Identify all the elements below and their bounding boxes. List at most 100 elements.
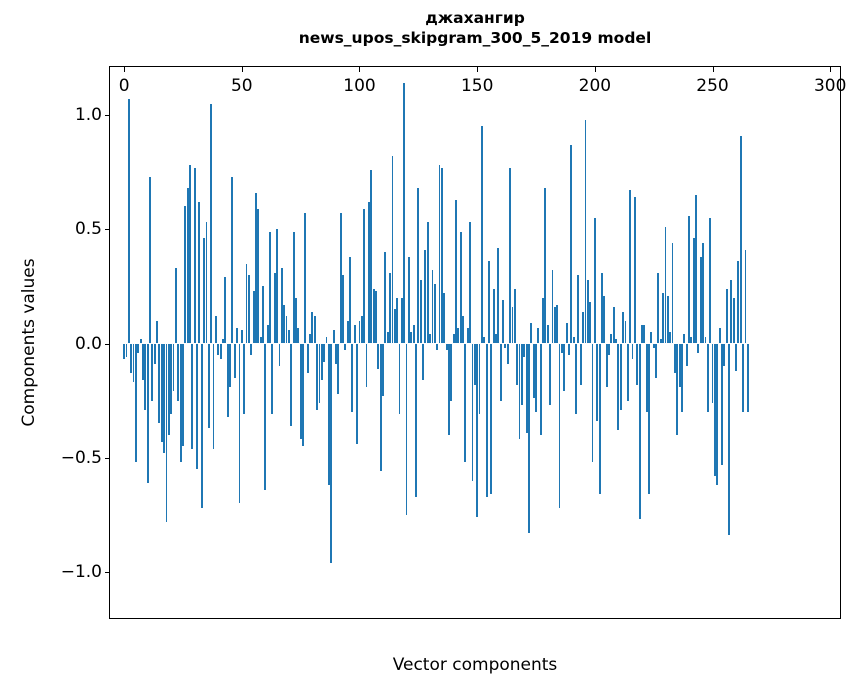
x-axis-label: Vector components [392,655,558,675]
bar [137,343,140,353]
x-tick-mark [359,67,361,72]
bar [156,320,158,344]
bar [615,338,617,344]
bar [523,343,526,358]
bar [226,343,229,417]
bar [299,343,302,440]
bar [247,274,250,344]
x-tick-label: 300 [813,76,847,96]
bar [666,295,669,344]
bar [659,338,662,344]
bar [553,306,556,344]
bar [473,343,476,385]
bar [196,343,199,470]
bar [130,343,133,374]
bar [405,343,408,515]
bar [412,325,415,344]
x-tick-label: 200 [578,76,612,96]
bar [676,343,679,435]
bar [415,343,417,497]
bar [212,343,215,449]
bar [447,343,450,435]
bar [664,226,667,344]
bar [584,119,587,344]
bar [702,242,705,344]
bar [539,343,542,435]
bar [153,343,156,365]
bar [400,297,403,344]
bar [480,126,483,344]
bar [174,268,177,344]
bar [643,325,646,344]
bar [158,343,161,424]
bar [419,279,422,344]
bar [549,343,552,406]
bar [386,332,389,344]
bar [266,325,269,344]
bar [640,325,643,344]
bar [210,103,213,344]
bar [398,343,401,415]
bar [551,270,554,344]
bar [455,199,457,344]
bar [186,188,189,344]
bar [671,242,674,344]
bar [306,343,309,374]
bar [582,311,585,344]
bar [462,316,464,344]
bar [518,343,521,440]
bar [410,332,413,344]
bar [276,229,279,344]
bar [450,343,453,401]
bar [648,343,650,495]
bar [570,144,573,344]
bar [706,343,709,413]
bar [495,334,497,344]
bar [600,272,603,344]
bar [198,201,201,344]
bar [167,343,170,435]
bar [384,252,387,344]
bar [445,343,448,351]
bar [737,261,740,344]
bar [393,309,396,344]
bar [172,343,175,392]
bar [725,288,728,344]
bar [709,217,712,344]
bar [245,263,248,344]
x-tick-label: 150 [460,76,494,96]
chart-title-line-2: news_upos_skipgram_300_5_2019 model [298,29,652,47]
bar [433,284,436,344]
bar [716,343,719,486]
bar [528,343,530,534]
bar [177,343,180,401]
bar [436,343,439,351]
bar [655,343,657,378]
bar [344,343,347,351]
bar [170,343,173,415]
bar [238,343,241,504]
bar [193,167,196,344]
x-tick-mark [830,67,832,72]
bar [327,343,330,486]
bar [492,288,495,344]
bar [224,277,227,344]
bar [426,222,429,344]
bar [311,311,314,344]
bar [339,213,342,344]
bar [565,322,568,344]
y-tick-mark [105,572,110,573]
chart-title-line-1: джахангир [425,9,525,27]
bar [690,336,693,344]
bar [264,343,267,490]
bar [379,343,382,472]
bar [746,343,749,413]
bar [389,272,392,344]
bar [163,343,166,454]
bar [123,343,126,360]
bar [391,156,394,344]
bar [292,231,295,344]
bar [513,288,516,344]
bar [525,343,528,433]
bar [438,165,441,344]
